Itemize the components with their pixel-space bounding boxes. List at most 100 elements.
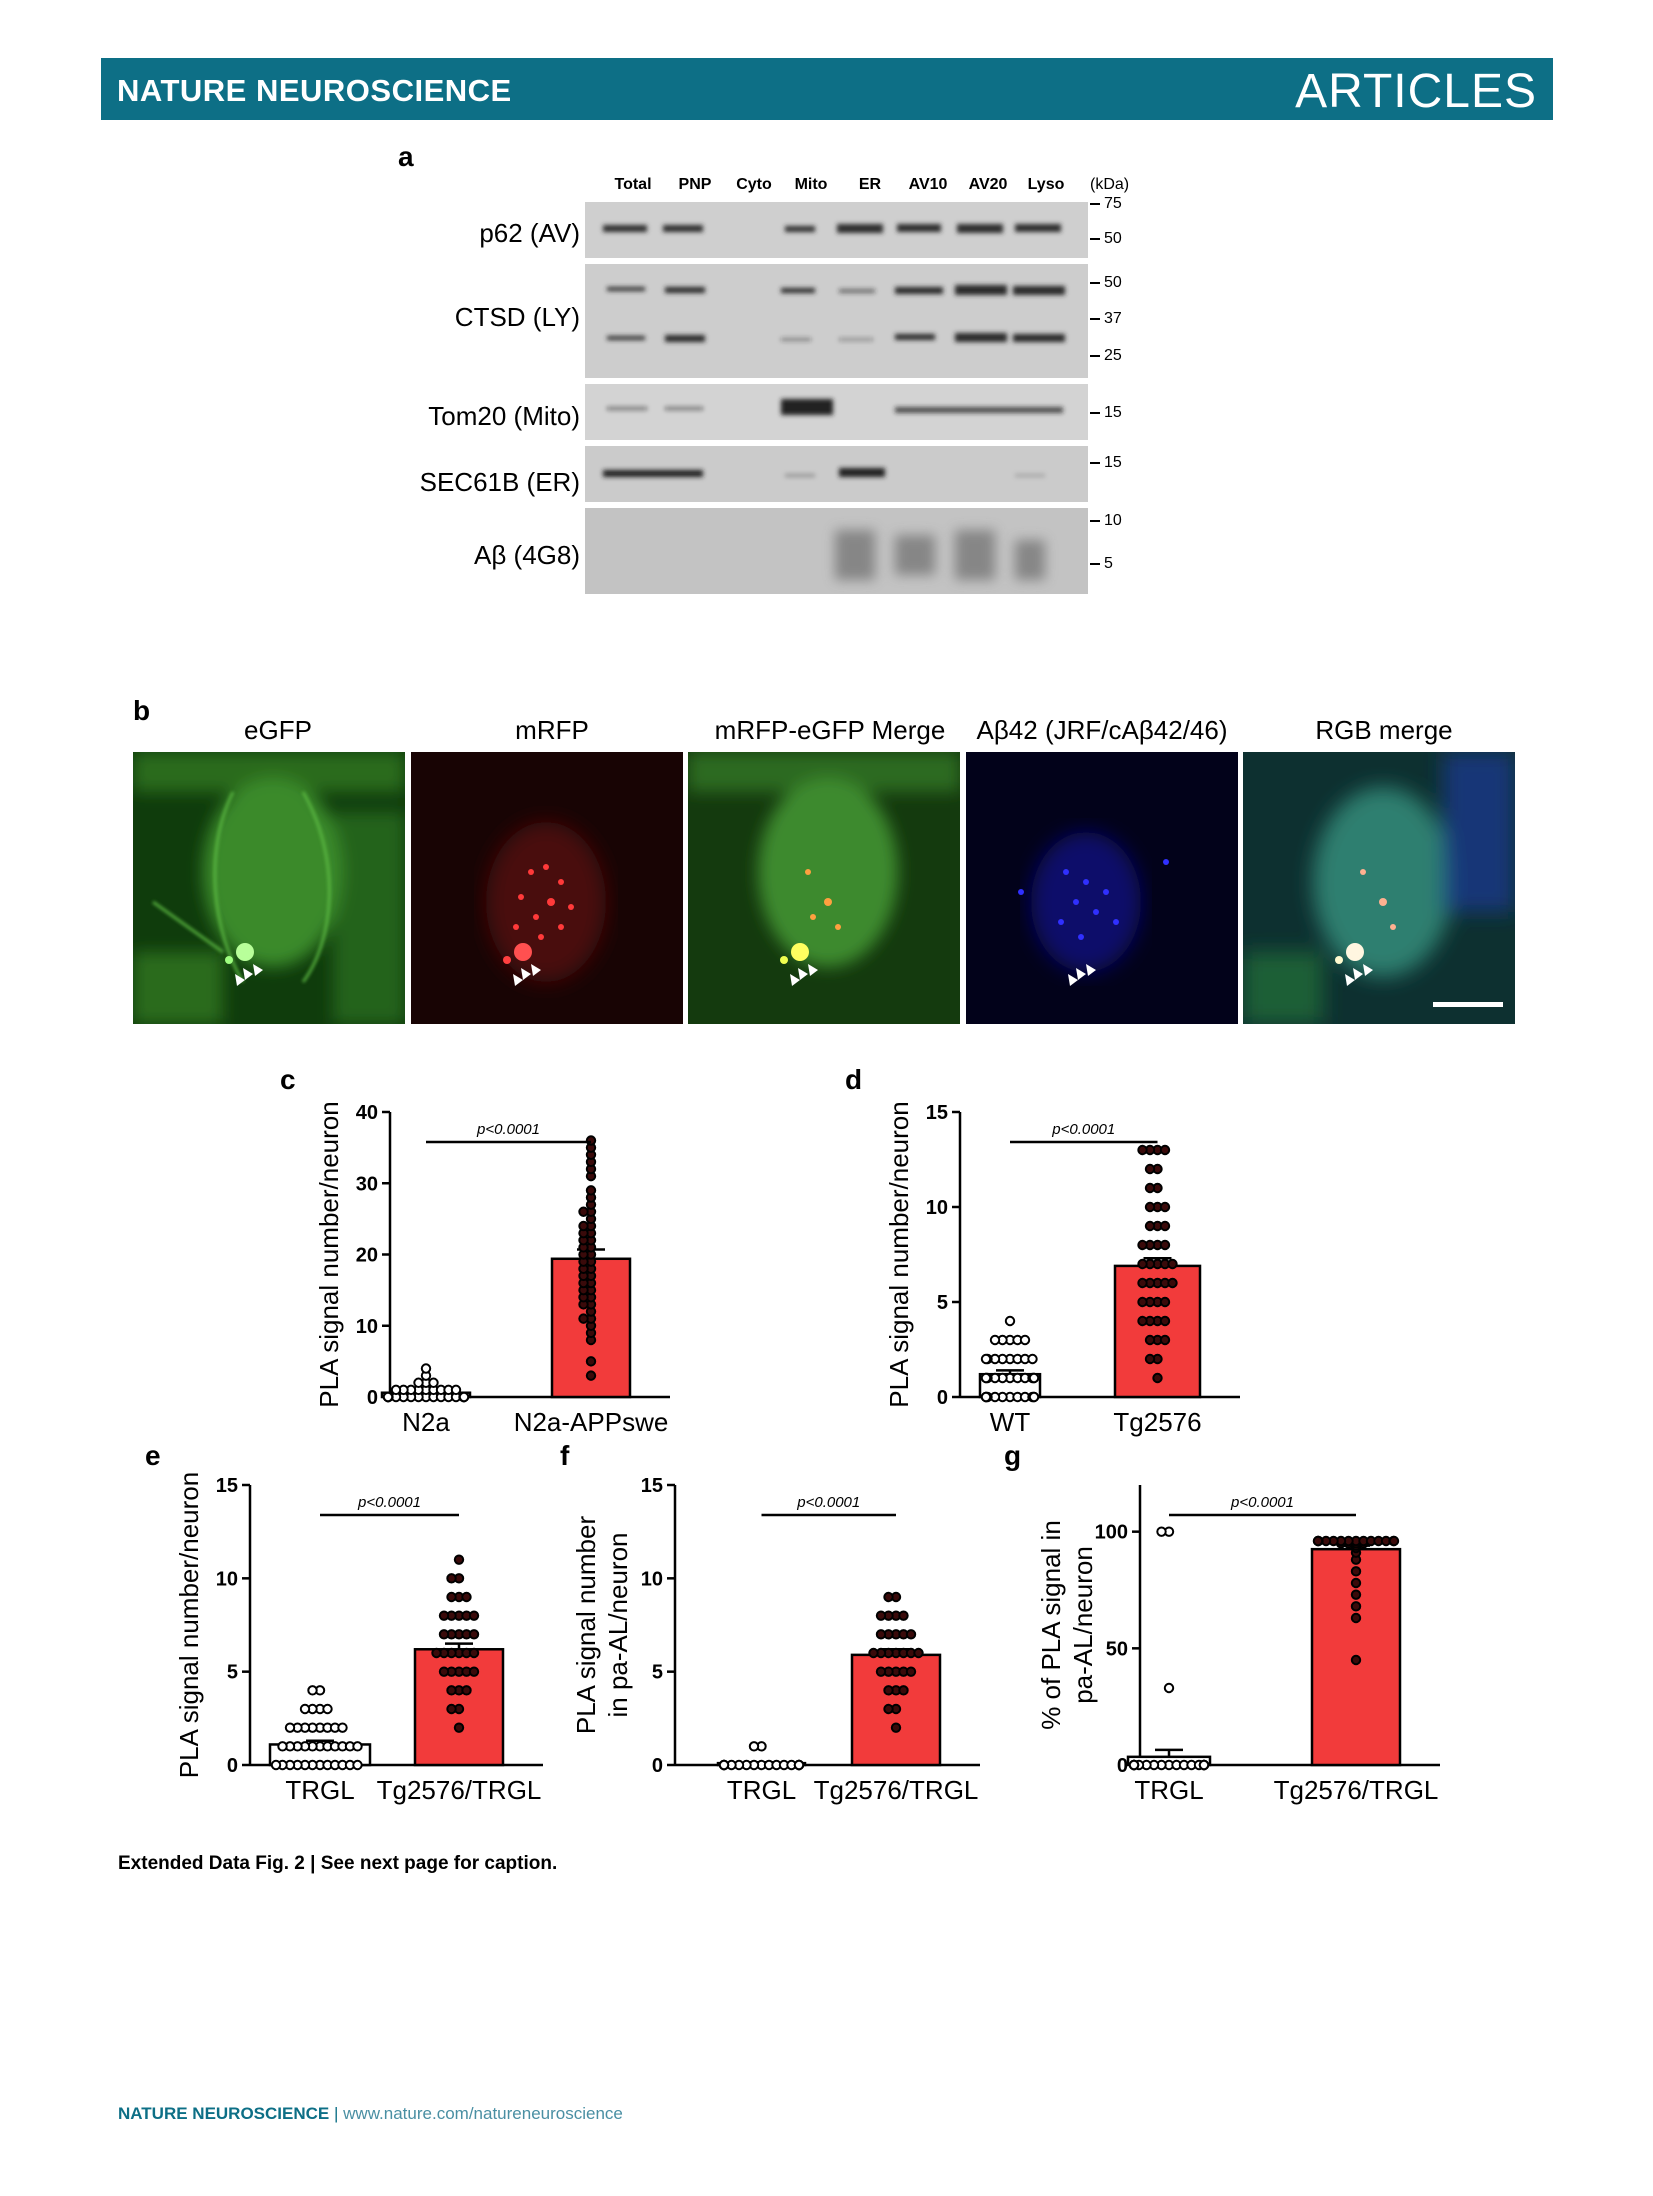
title-rgb-merge: RGB merge bbox=[1315, 715, 1453, 745]
panel-f-label: f bbox=[560, 1440, 570, 1471]
lane-label: AV10 bbox=[908, 176, 948, 193]
footer-journal: NATURE NEUROSCIENCE bbox=[118, 2104, 330, 2123]
marker-37: 37 bbox=[1104, 310, 1122, 327]
data-point bbox=[989, 1334, 1001, 1346]
data-point bbox=[1137, 1315, 1148, 1327]
data-point bbox=[1163, 1682, 1175, 1694]
panel-b-label: b bbox=[133, 695, 151, 726]
y-tick-label: 10 bbox=[641, 1568, 663, 1590]
y-axis-label: PLA signal number/neuron bbox=[174, 1472, 204, 1778]
rgb-merge-image bbox=[1243, 752, 1515, 1024]
section-name: ARTICLES bbox=[1295, 65, 1537, 118]
data-point bbox=[1167, 1277, 1178, 1289]
chart-f: 0 5 10 15 PLA signal number in pa-AL/neuron TR… bbox=[575, 1475, 980, 1805]
y-tick-label: 10 bbox=[216, 1568, 238, 1590]
blot-label-p62: p62 (AV) bbox=[479, 218, 580, 248]
data-point bbox=[1159, 1144, 1171, 1156]
y-tick-label: 15 bbox=[641, 1475, 663, 1497]
y-axis-label: PLA signal number bbox=[575, 1516, 601, 1735]
data-point bbox=[1159, 1315, 1171, 1327]
y-tick-label: 0 bbox=[652, 1755, 663, 1777]
data-point bbox=[1137, 1258, 1148, 1270]
data-point bbox=[322, 1703, 333, 1715]
data-point bbox=[1128, 1759, 1140, 1771]
title-mrfp: mRFP bbox=[515, 715, 589, 745]
data-point bbox=[446, 1703, 457, 1715]
data-point bbox=[468, 1647, 480, 1659]
lane-label: Cyto bbox=[736, 176, 772, 193]
data-point bbox=[1152, 1372, 1163, 1384]
data-point bbox=[446, 1573, 457, 1584]
data-point bbox=[980, 1391, 992, 1403]
data-point bbox=[718, 1759, 730, 1771]
footer-url: www.nature.com/natureneuroscience bbox=[343, 2104, 623, 2123]
data-point bbox=[468, 1610, 480, 1621]
category-label: Tg2576/TRGL bbox=[1274, 1775, 1439, 1805]
data-point bbox=[1137, 1239, 1148, 1251]
data-point bbox=[1144, 1353, 1156, 1365]
data-point bbox=[585, 1370, 597, 1381]
data-point bbox=[1312, 1535, 1324, 1547]
data-point bbox=[1350, 1612, 1362, 1624]
data-point bbox=[352, 1741, 363, 1752]
data-point bbox=[1350, 1654, 1362, 1666]
data-point bbox=[1004, 1315, 1016, 1327]
data-point bbox=[1167, 1258, 1178, 1270]
data-point bbox=[578, 1220, 589, 1232]
data-point bbox=[1159, 1296, 1171, 1308]
y-tick-label: 5 bbox=[227, 1662, 238, 1684]
data-point bbox=[890, 1722, 902, 1733]
data-point bbox=[431, 1647, 442, 1659]
data-point bbox=[461, 1685, 472, 1696]
mrfp-image bbox=[411, 752, 683, 1024]
data-point bbox=[1156, 1526, 1167, 1537]
category-label: TRGL bbox=[285, 1775, 354, 1805]
data-point bbox=[585, 1135, 597, 1146]
data-point bbox=[307, 1685, 318, 1696]
data-point bbox=[875, 1629, 887, 1640]
p-value-label: p<0.0001 bbox=[796, 1494, 860, 1511]
p-value-label: p<0.0001 bbox=[1051, 1121, 1115, 1138]
marker-50: 50 bbox=[1104, 230, 1122, 247]
data-point bbox=[1137, 1144, 1148, 1156]
data-point bbox=[1388, 1535, 1400, 1547]
chart-g: 0 50 100 % of PLA signal in pa-AL/neuron TRGL… bbox=[1036, 1485, 1440, 1805]
lane-label: ER bbox=[858, 176, 882, 193]
data-point bbox=[270, 1759, 282, 1771]
data-point bbox=[352, 1759, 363, 1771]
figure-caption: Extended Data Fig. 2 | See next page for… bbox=[118, 1853, 558, 1874]
data-point bbox=[868, 1647, 879, 1659]
page-footer: NATURE NEUROSCIENCE | www.nature.com/nat… bbox=[118, 2104, 623, 2124]
data-point bbox=[578, 1206, 589, 1217]
journal-name: NATURE NEUROSCIENCE bbox=[117, 73, 512, 108]
data-point bbox=[883, 1703, 894, 1715]
data-point bbox=[585, 1356, 597, 1367]
y-tick-label: 20 bbox=[356, 1245, 378, 1267]
y-tick-label: 10 bbox=[926, 1197, 948, 1219]
data-point bbox=[875, 1610, 887, 1621]
y-tick-label: 0 bbox=[937, 1387, 948, 1409]
chart-c: 0 10 20 30 40 PLA signal number/neuron N2a N2a-… bbox=[314, 1101, 670, 1437]
y-tick-label: 0 bbox=[1117, 1755, 1128, 1777]
y-tick-label: 0 bbox=[227, 1755, 238, 1777]
journal-header-bar: NATURE NEUROSCIENCE ARTICLES bbox=[101, 58, 1553, 120]
p-value-label: p<0.0001 bbox=[357, 1494, 421, 1511]
y-axis-label: PLA signal number/neuron bbox=[884, 1101, 914, 1407]
chart-d: 0 5 10 15 PLA signal number/neuron WT Tg2576 p<… bbox=[884, 1101, 1240, 1437]
abeta42-image bbox=[966, 752, 1238, 1024]
y-tick-label: 10 bbox=[356, 1316, 378, 1338]
data-point bbox=[1350, 1577, 1362, 1589]
marker-15: 15 bbox=[1104, 454, 1122, 471]
data-point bbox=[1198, 1759, 1210, 1771]
category-label: Tg2576/TRGL bbox=[814, 1775, 979, 1805]
data-point bbox=[905, 1666, 917, 1677]
data-point bbox=[1028, 1391, 1040, 1403]
panel-g-label: g bbox=[1004, 1440, 1022, 1471]
data-point bbox=[578, 1313, 589, 1324]
y-tick-label: 40 bbox=[356, 1102, 378, 1124]
western-blot-images bbox=[585, 202, 1100, 594]
chart-e: 0 5 10 15 PLA signal number/neuron TRGL Tg2576… bbox=[174, 1472, 543, 1805]
data-point bbox=[1028, 1372, 1040, 1384]
blot-label-abeta: Aβ (4G8) bbox=[474, 540, 580, 570]
data-point bbox=[1159, 1220, 1171, 1232]
